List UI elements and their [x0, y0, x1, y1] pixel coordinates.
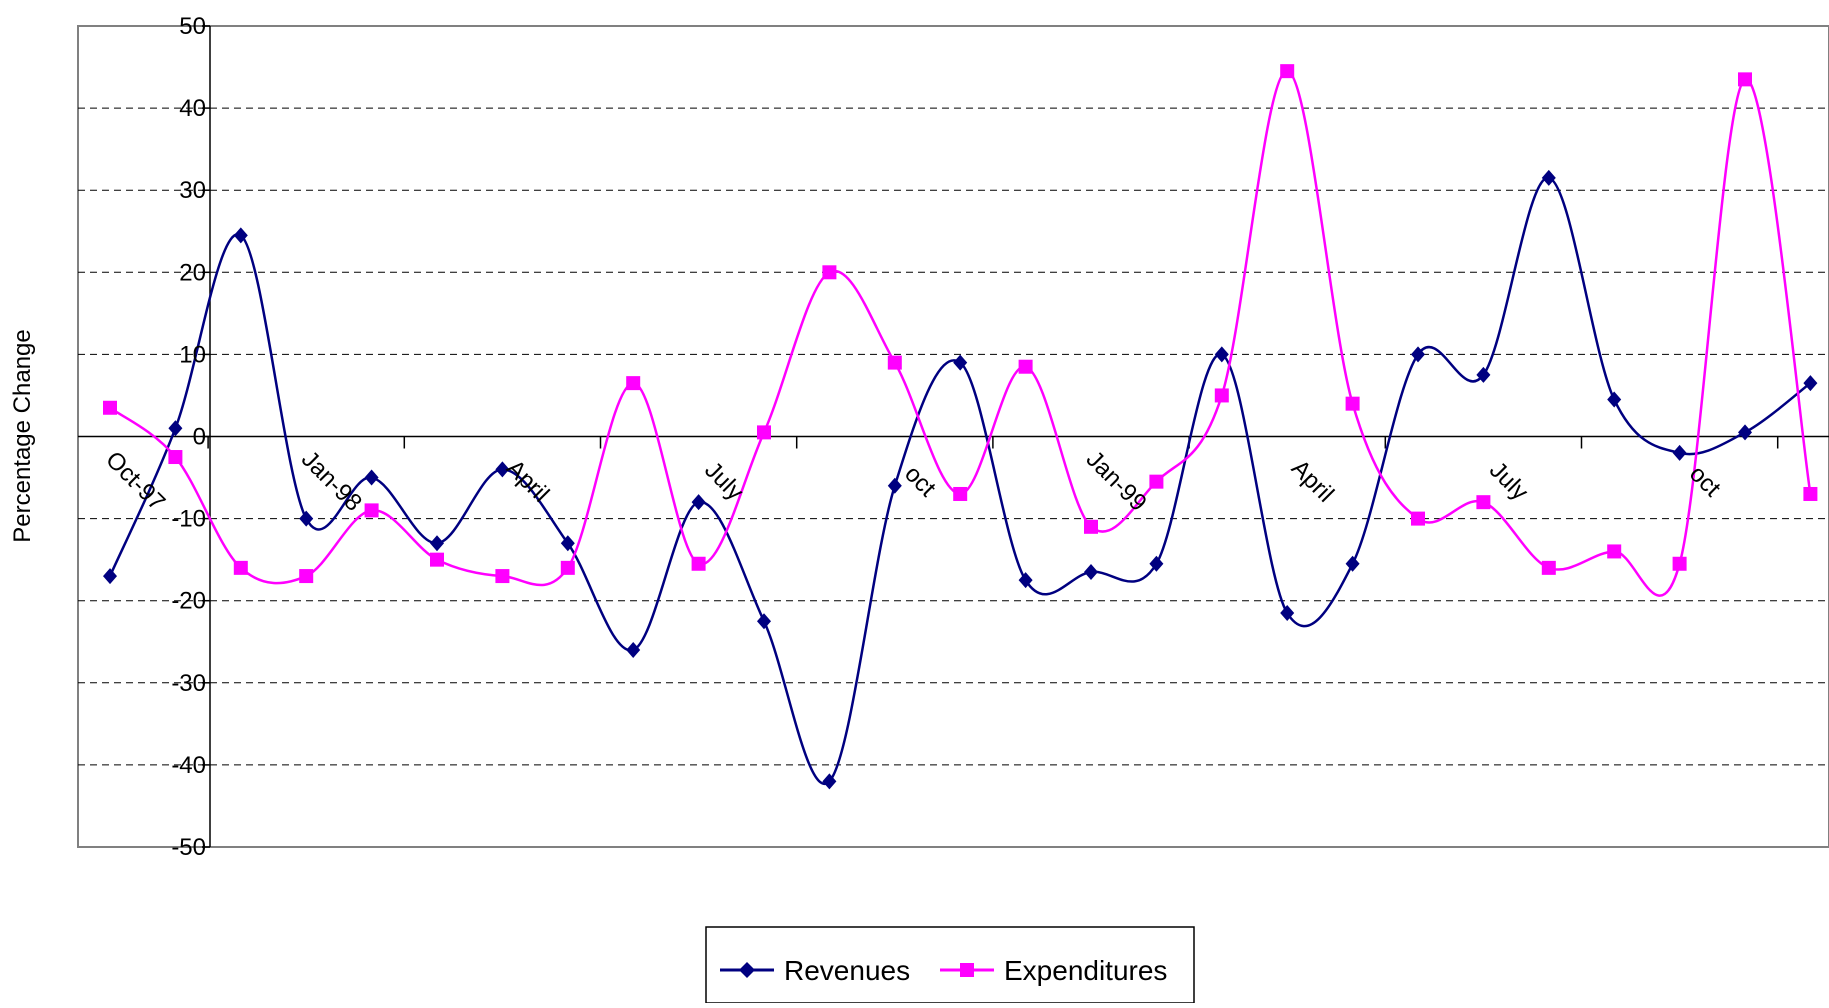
legend-expenditures-label: Expenditures [1004, 955, 1167, 986]
data-point-revenues [1672, 444, 1687, 461]
data-point-revenues [757, 613, 771, 630]
data-point-expenditures [691, 556, 706, 571]
data-point-expenditures [364, 503, 379, 518]
data-point-revenues [233, 227, 248, 244]
y-tick-label: -50 [171, 834, 206, 861]
data-point-revenues [1280, 605, 1295, 622]
y-tick-label: -30 [171, 670, 206, 697]
x-tick-label: July [699, 457, 748, 506]
x-tick-label: July [1484, 457, 1533, 506]
legend-expenditures-marker [960, 963, 974, 977]
data-point-expenditures [1149, 474, 1164, 489]
y-tick-label: 40 [179, 95, 206, 122]
data-point-expenditures [1541, 560, 1556, 575]
x-tick-label: oct [899, 460, 941, 502]
data-point-revenues [1345, 555, 1360, 572]
data-point-expenditures [495, 569, 510, 584]
data-point-revenues [1149, 555, 1164, 572]
data-point-revenues [1411, 346, 1425, 363]
series-markers [103, 64, 1818, 790]
data-point-expenditures [1803, 486, 1818, 501]
data-point-revenues [168, 420, 183, 437]
data-point-expenditures [822, 265, 837, 280]
y-tick-label: 50 [179, 13, 206, 40]
data-point-revenues [953, 354, 968, 371]
data-point-revenues [495, 461, 510, 478]
y-tick-label: 10 [179, 341, 206, 368]
data-point-revenues [430, 535, 444, 552]
x-tick-label: Oct-97 [100, 446, 170, 516]
data-point-revenues [1607, 391, 1622, 408]
data-point-expenditures [233, 560, 248, 575]
data-point-expenditures [1672, 556, 1687, 571]
data-point-expenditures [1738, 72, 1752, 87]
data-point-expenditures [887, 355, 902, 370]
x-tick-label: April [1286, 455, 1339, 508]
x-tick-label: Jan-98 [296, 446, 367, 517]
data-point-revenues [1541, 169, 1556, 186]
data-point-revenues [299, 510, 314, 527]
gridlines [78, 107, 1829, 766]
data-point-expenditures [626, 376, 641, 391]
data-point-revenues [364, 469, 379, 486]
data-point-expenditures [1214, 388, 1229, 403]
data-point-expenditures [168, 450, 183, 465]
legend-box [705, 926, 1195, 1004]
data-point-expenditures [757, 425, 771, 440]
data-point-expenditures [1018, 359, 1033, 374]
data-point-revenues [1214, 346, 1229, 363]
data-point-expenditures [560, 560, 575, 575]
data-point-revenues [1084, 563, 1098, 580]
data-point-expenditures [430, 552, 444, 567]
x-tick-label: April [501, 455, 554, 508]
y-axis-title: Percentage Change [9, 329, 36, 543]
data-point-expenditures [1476, 495, 1491, 510]
data-point-expenditures [299, 569, 314, 584]
data-point-expenditures [1411, 511, 1425, 526]
legend-revenues-marker [739, 962, 755, 978]
axes [78, 25, 1829, 848]
y-tick-label: 30 [179, 177, 206, 204]
data-point-revenues [691, 494, 706, 511]
y-tick-label: 0 [193, 424, 206, 451]
data-point-revenues [103, 568, 117, 585]
data-point-revenues [887, 477, 902, 494]
y-tick-label: -40 [171, 752, 206, 779]
data-point-expenditures [1345, 396, 1360, 411]
legend-revenues-label: Revenues [784, 955, 910, 986]
data-point-revenues [560, 535, 575, 552]
y-tick-label: -20 [171, 588, 206, 615]
data-point-revenues [1738, 424, 1752, 441]
data-point-expenditures [1280, 64, 1295, 79]
y-tick-label: 20 [179, 259, 206, 286]
data-point-expenditures [103, 400, 117, 415]
series-line-revenues [108, 176, 1812, 786]
data-point-revenues [1803, 375, 1818, 392]
data-point-revenues [626, 641, 641, 658]
data-point-expenditures [1607, 544, 1622, 559]
data-point-revenues [822, 773, 837, 790]
y-tick-label: -10 [171, 506, 206, 533]
legend: Revenues Expenditures [705, 926, 1195, 1004]
data-point-revenues [1476, 366, 1491, 383]
data-point-expenditures [953, 486, 968, 501]
data-point-expenditures [1084, 519, 1098, 534]
data-point-revenues [1018, 572, 1033, 589]
x-tick-label: Jan-99 [1081, 446, 1152, 517]
